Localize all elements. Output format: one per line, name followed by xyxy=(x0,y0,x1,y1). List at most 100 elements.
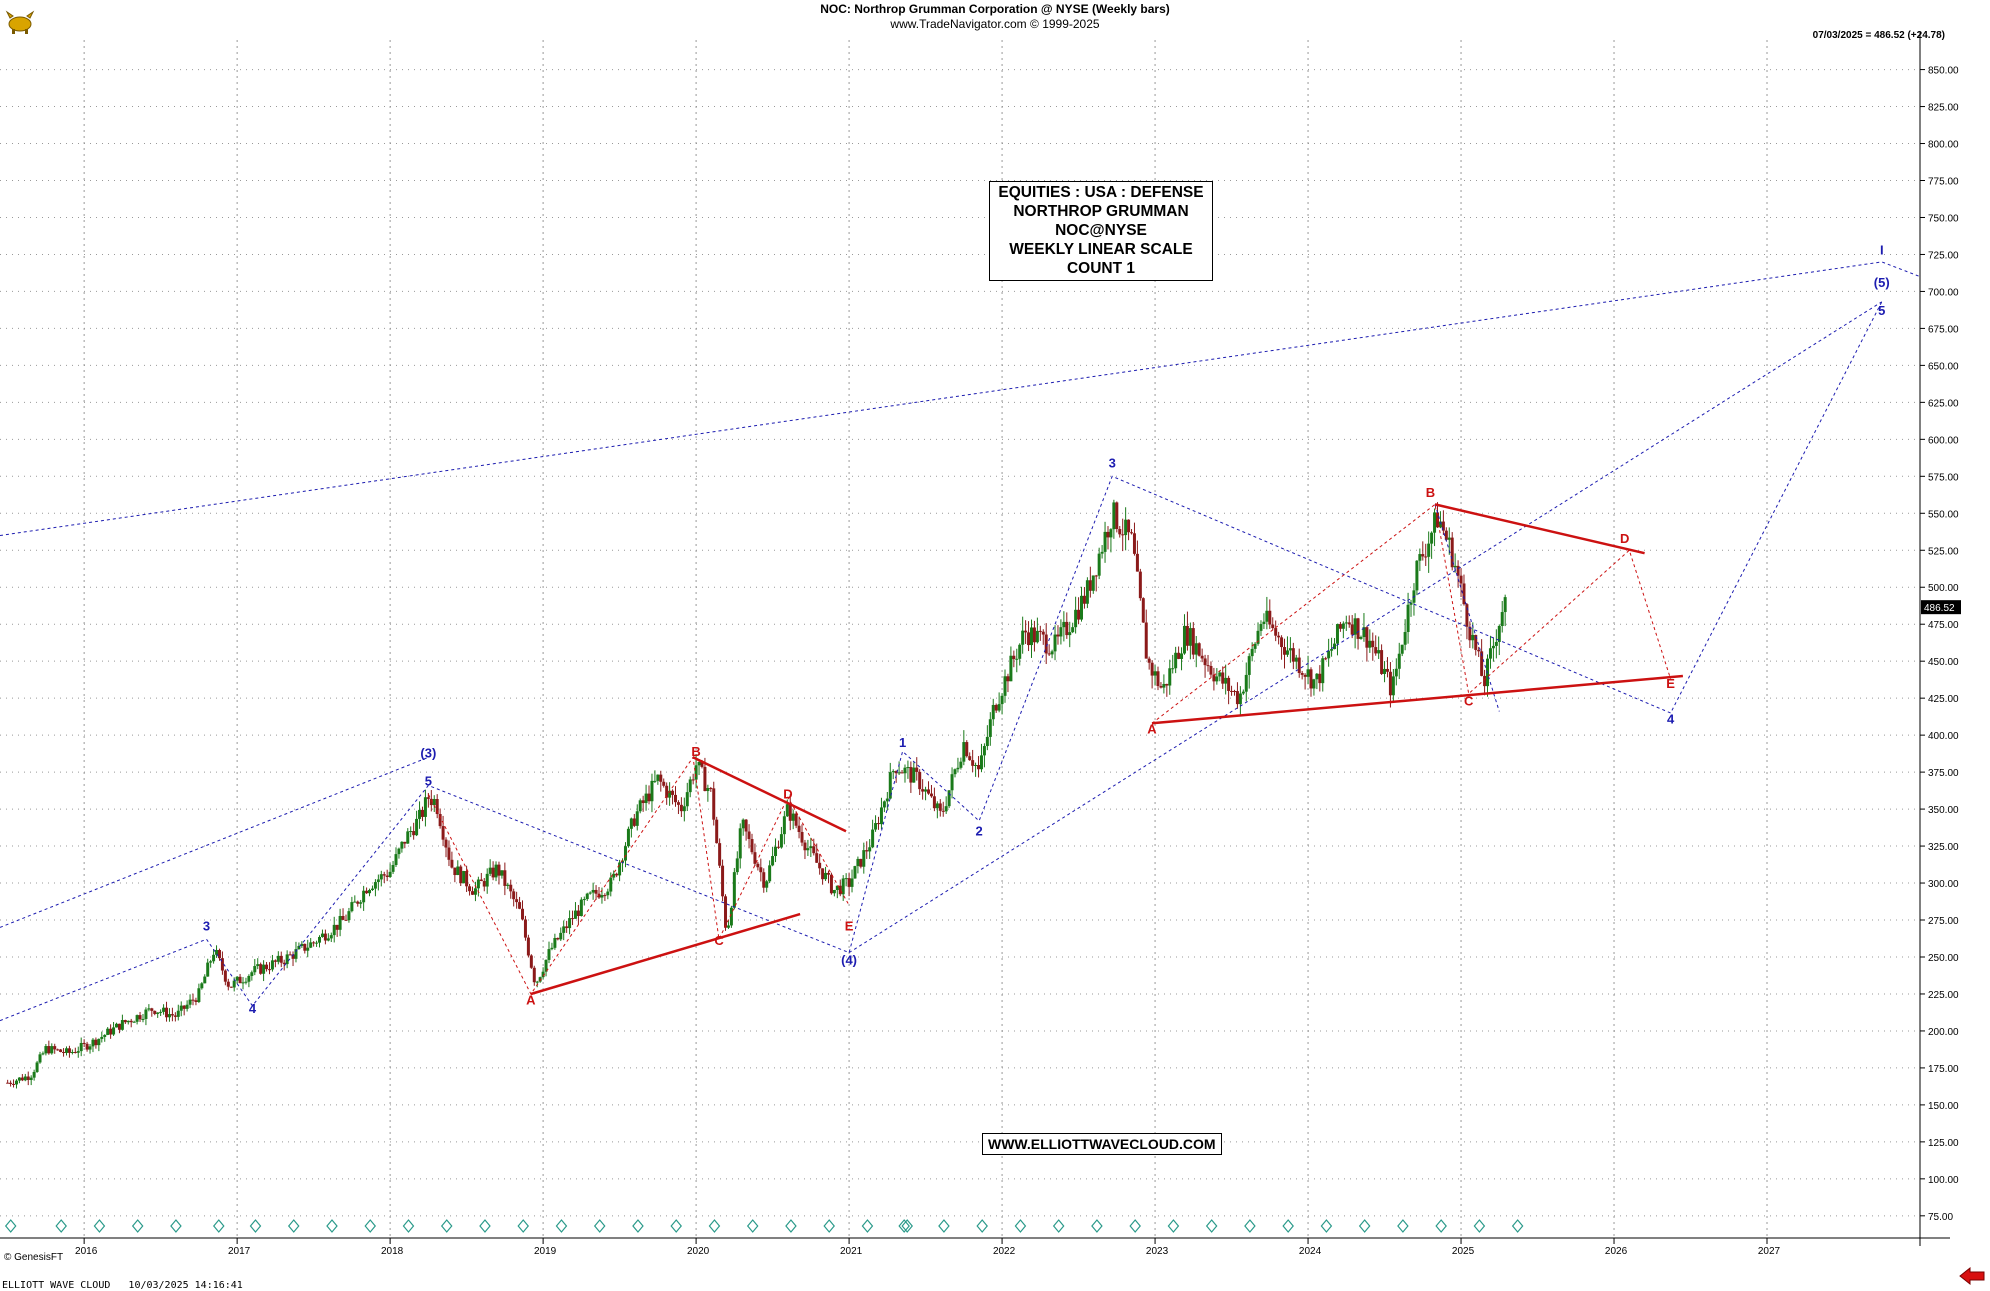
candle-body xyxy=(1074,609,1078,628)
candle-body xyxy=(1480,651,1484,676)
wave-label: E xyxy=(845,918,854,933)
candle-body xyxy=(241,982,245,984)
candle-body xyxy=(1141,598,1145,623)
candle-body xyxy=(1418,554,1422,561)
candle-body xyxy=(962,742,966,762)
candle-body xyxy=(100,1036,104,1039)
candle-body xyxy=(347,911,351,921)
candle-body xyxy=(1453,565,1457,568)
candle-body xyxy=(112,1027,116,1035)
candle-body xyxy=(203,976,207,984)
wave-lines xyxy=(0,261,1921,1022)
candle-body xyxy=(1312,679,1316,689)
red-trendline xyxy=(1434,503,1645,555)
candle-body xyxy=(1262,621,1266,625)
candle-body xyxy=(403,841,407,844)
candle-body xyxy=(1356,618,1360,639)
y-tick-label: 225.00 xyxy=(1928,990,1959,1001)
event-diamond xyxy=(976,1219,988,1233)
candle-body xyxy=(359,902,363,904)
candle-body xyxy=(647,793,651,802)
candle-body xyxy=(938,803,942,811)
x-tick-label: 2017 xyxy=(228,1246,251,1257)
candle-body xyxy=(1127,519,1131,533)
candle-body xyxy=(1135,553,1139,572)
candle-body xyxy=(794,813,798,826)
y-tick-label: 800.00 xyxy=(1928,140,1959,151)
y-tick-label: 150.00 xyxy=(1928,1101,1959,1112)
candle-body xyxy=(835,885,839,890)
y-tick-label: 525.00 xyxy=(1928,546,1959,557)
candle-body xyxy=(665,785,669,798)
candle-body xyxy=(120,1020,124,1030)
candle-body xyxy=(703,766,707,792)
candle-body xyxy=(594,889,598,894)
candle-body xyxy=(447,847,451,860)
wave-label: 4 xyxy=(249,1001,257,1016)
blue-wave-line xyxy=(0,261,1921,536)
candle-body xyxy=(662,781,666,786)
candle-body xyxy=(941,810,945,812)
candle-body xyxy=(1194,643,1198,655)
candle-body xyxy=(553,937,557,948)
left-arrow-icon[interactable] xyxy=(1958,1266,1986,1286)
candle-body xyxy=(465,871,469,887)
candle-body xyxy=(1253,643,1257,649)
candle-body xyxy=(1459,575,1463,584)
candle-body xyxy=(885,798,889,802)
candle-body xyxy=(1265,610,1269,622)
price-badge xyxy=(1921,600,1961,615)
candle-body xyxy=(832,889,836,894)
footer-text: ELLIOTT WAVE CLOUD 10/03/2025 14:16:41 xyxy=(2,1280,243,1291)
candle-body xyxy=(579,899,583,917)
x-tick-label: 2021 xyxy=(840,1246,863,1257)
candle-body xyxy=(782,816,786,835)
website-label: WWW.ELLIOTTWAVECLOUD.COM xyxy=(982,1133,1222,1155)
candle-body xyxy=(1232,690,1236,692)
candle-body xyxy=(109,1028,113,1035)
candle-body xyxy=(571,918,575,920)
wave-label: B xyxy=(691,744,700,759)
event-diamond xyxy=(785,1219,797,1233)
candle-body xyxy=(344,919,348,921)
candle-body xyxy=(1427,543,1431,557)
candle-body xyxy=(1285,650,1289,655)
y-tick-label: 175.00 xyxy=(1928,1064,1959,1075)
candle-body xyxy=(338,916,342,930)
event-diamond xyxy=(898,1219,910,1233)
candle-body xyxy=(217,949,221,959)
candle-body xyxy=(877,823,881,825)
y-tick-label: 375.00 xyxy=(1928,768,1959,779)
candle-body xyxy=(420,809,424,817)
candle-body xyxy=(1147,658,1151,663)
candle-body xyxy=(1165,683,1169,686)
candle-body xyxy=(1006,676,1010,682)
candle-body xyxy=(912,767,916,783)
candle-body xyxy=(1409,602,1413,605)
candle-body xyxy=(718,843,722,866)
candle-body xyxy=(1130,532,1134,534)
candle-body xyxy=(988,719,992,737)
candle-body xyxy=(1403,632,1407,645)
candle-body xyxy=(1209,665,1213,675)
wave-label: B xyxy=(1426,485,1435,500)
candle-body xyxy=(1344,622,1348,624)
wave-label: D xyxy=(1620,531,1629,546)
candle-body xyxy=(356,901,360,904)
candle-body xyxy=(312,942,316,944)
candle-body xyxy=(1182,625,1186,654)
candle-body xyxy=(515,899,519,903)
red-wave-line xyxy=(1151,503,1672,724)
event-diamond xyxy=(4,1219,17,1233)
candle-body xyxy=(841,878,845,895)
candle-body xyxy=(129,1020,133,1023)
candle-body xyxy=(1218,672,1222,677)
candle-body xyxy=(935,803,939,809)
candle-body xyxy=(824,872,828,880)
candle-body xyxy=(67,1048,71,1053)
x-tick-label: 2016 xyxy=(75,1246,98,1257)
candle-body xyxy=(506,884,510,886)
candle-body xyxy=(682,806,686,812)
candle-body xyxy=(1174,652,1178,669)
candle-body xyxy=(173,1015,177,1017)
